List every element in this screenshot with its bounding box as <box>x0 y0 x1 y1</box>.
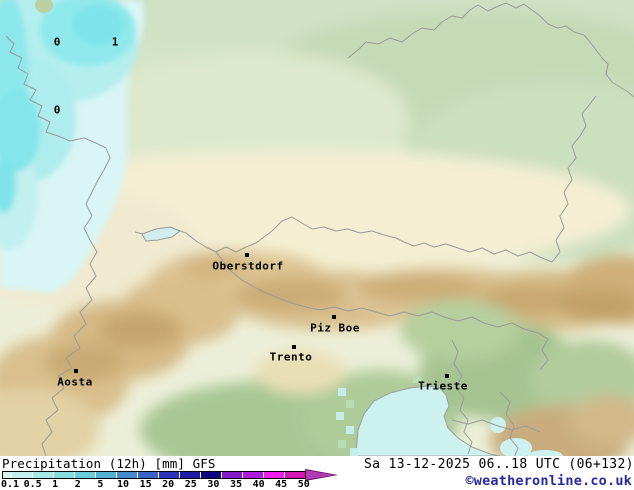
legend-title: Precipitation (12h) [mm] GFS <box>2 456 216 471</box>
legend-segment <box>221 472 242 478</box>
legend-segment <box>137 472 158 478</box>
legend-footer-bar: Precipitation (12h) [mm] GFS 0.1 0.5 1 2 5 10… <box>0 456 634 490</box>
city-label: Trieste <box>418 379 468 393</box>
legend-segment-stub <box>3 472 11 478</box>
legend-overflow-arrow <box>305 470 335 480</box>
city-label: Piz Boe <box>310 321 360 335</box>
legend-segment <box>11 472 32 478</box>
city-marker-dot <box>332 315 336 319</box>
legend-segment <box>263 472 284 478</box>
legend-tick-value: 1 <box>52 479 59 490</box>
city-label: Aosta <box>57 375 93 389</box>
legend-segment <box>95 472 116 478</box>
legend-segment <box>284 472 305 478</box>
terrain-map-artwork <box>0 0 634 456</box>
legend-segment <box>32 472 53 478</box>
city-label: Trento <box>269 350 313 364</box>
city-marker-dot <box>445 374 449 378</box>
legend-tick-value: 0.1 <box>0 479 20 490</box>
legend-tick-value: 40 <box>252 479 265 490</box>
legend-tick-labels: 0.1 0.5 1 2 5 10 15 20 25 30 35 40 45 50 <box>0 479 342 490</box>
legend-tick-value: 35 <box>229 479 243 490</box>
city-label: Oberstdorf <box>212 259 284 273</box>
precip-contour-label: 1 <box>111 35 119 49</box>
city-marker-dot <box>292 345 296 349</box>
legend-colorbar <box>2 471 306 479</box>
legend-tick-value: 20 <box>162 479 175 490</box>
legend-tick-value: 15 <box>139 479 152 490</box>
legend-segment <box>200 472 221 478</box>
legend-tick-value: 25 <box>184 479 197 490</box>
precip-contour-label: 0 <box>53 103 61 117</box>
forecast-datetime: Sa 13-12-2025 06..18 UTC (06+132) <box>364 457 634 472</box>
legend-tick-value: 45 <box>275 479 288 490</box>
precipitation-shading <box>0 0 145 293</box>
precip-contour-label: 0 <box>53 35 61 49</box>
legend-segment <box>74 472 95 478</box>
sea-adriatic <box>336 376 563 456</box>
legend-segment <box>158 472 179 478</box>
legend-segment <box>53 472 74 478</box>
legend-segment <box>116 472 137 478</box>
city-marker-dot <box>74 369 78 373</box>
legend-tick-value: 2 <box>74 479 81 490</box>
city-marker-dot <box>245 253 249 257</box>
legend-segment <box>242 472 263 478</box>
legend-tick-value: 50 <box>297 479 310 490</box>
legend-tick-value: 10 <box>116 479 130 490</box>
legend-tick-value: 5 <box>97 479 104 490</box>
country-borders <box>5 2 634 456</box>
legend-tick-value: 0.5 <box>23 479 42 490</box>
copyright-text: ©weatheronline.co.uk <box>465 473 632 489</box>
legend-segment <box>179 472 200 478</box>
legend-tick-value: 30 <box>207 479 220 490</box>
